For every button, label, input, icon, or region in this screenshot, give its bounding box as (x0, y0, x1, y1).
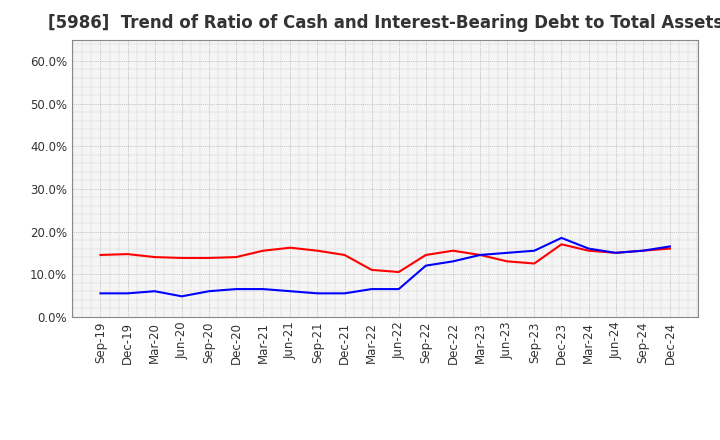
Cash (178, 255, 186, 260)
Cash (639, 248, 647, 253)
Cash (259, 248, 268, 253)
Interest-Bearing Debt (611, 250, 620, 256)
Cash (421, 252, 430, 257)
Cash (584, 248, 593, 253)
Interest-Bearing Debt (232, 286, 240, 292)
Interest-Bearing Debt (503, 250, 511, 256)
Interest-Bearing Debt (286, 289, 294, 294)
Line: Cash: Cash (101, 244, 670, 272)
Interest-Bearing Debt (96, 291, 105, 296)
Cash (395, 269, 403, 275)
Cash (123, 252, 132, 257)
Cash (611, 250, 620, 256)
Interest-Bearing Debt (367, 286, 376, 292)
Cash (476, 252, 485, 257)
Cash (96, 252, 105, 257)
Interest-Bearing Debt (449, 259, 457, 264)
Interest-Bearing Debt (395, 286, 403, 292)
Interest-Bearing Debt (341, 291, 349, 296)
Interest-Bearing Debt (530, 248, 539, 253)
Cash (313, 248, 322, 253)
Interest-Bearing Debt (476, 252, 485, 257)
Cash (367, 267, 376, 272)
Cash (665, 246, 674, 251)
Interest-Bearing Debt (150, 289, 159, 294)
Cash (449, 248, 457, 253)
Line: Interest-Bearing Debt: Interest-Bearing Debt (101, 238, 670, 296)
Interest-Bearing Debt (204, 289, 213, 294)
Interest-Bearing Debt (123, 291, 132, 296)
Interest-Bearing Debt (178, 293, 186, 299)
Interest-Bearing Debt (259, 286, 268, 292)
Interest-Bearing Debt (421, 263, 430, 268)
Cash (341, 252, 349, 257)
Cash (232, 254, 240, 260)
Interest-Bearing Debt (639, 248, 647, 253)
Interest-Bearing Debt (313, 291, 322, 296)
Interest-Bearing Debt (557, 235, 566, 241)
Title: [5986]  Trend of Ratio of Cash and Interest-Bearing Debt to Total Assets: [5986] Trend of Ratio of Cash and Intere… (48, 15, 720, 33)
Cash (530, 261, 539, 266)
Interest-Bearing Debt (584, 246, 593, 251)
Cash (503, 259, 511, 264)
Cash (204, 255, 213, 260)
Cash (557, 242, 566, 247)
Cash (286, 245, 294, 250)
Interest-Bearing Debt (665, 244, 674, 249)
Cash (150, 254, 159, 260)
